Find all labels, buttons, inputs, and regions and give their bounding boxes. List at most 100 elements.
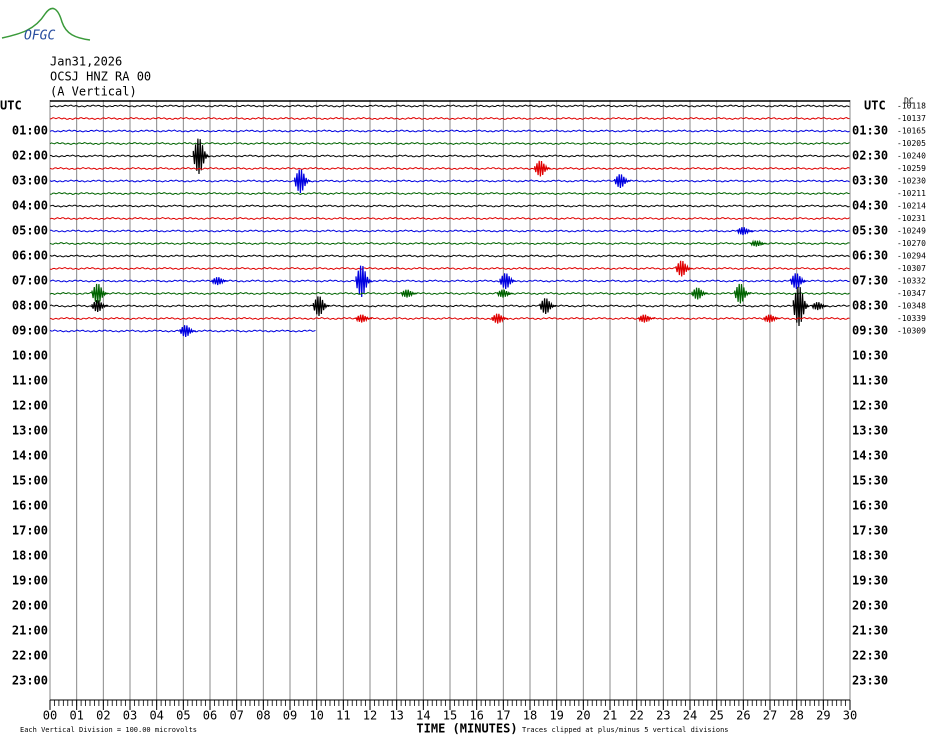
event [539, 298, 557, 315]
left-hour-label: 12:00 [12, 399, 48, 413]
left-top-label: UTC [0, 99, 22, 113]
logo-curve [1, 7, 91, 41]
trace [49, 141, 850, 146]
left-hour-label: 13:00 [12, 424, 48, 438]
left-hour-label: 14:00 [12, 449, 48, 463]
trace [49, 216, 850, 221]
right-hour-label: 21:30 [852, 624, 888, 638]
x-tick-label: 26 [736, 709, 750, 723]
left-hour-label: 10:00 [12, 349, 48, 363]
x-tick-label: 24 [683, 709, 697, 723]
trace-offset: -10230 [897, 177, 926, 186]
left-hour-label: 07:00 [12, 274, 48, 288]
right-hour-label: 20:30 [852, 599, 888, 613]
x-tick-label: 08 [256, 709, 270, 723]
trace [49, 204, 850, 208]
event [294, 169, 311, 194]
event [811, 302, 829, 311]
x-tick-label: 18 [523, 709, 537, 723]
x-tick-label: 28 [789, 709, 803, 723]
right-hour-label: 19:30 [852, 574, 888, 588]
right-hour-label: 07:30 [852, 274, 888, 288]
right-hour-label: 23:30 [852, 674, 888, 688]
x-tick-label: 04 [149, 709, 163, 723]
right-hour-label: 16:30 [852, 499, 888, 513]
event [400, 289, 418, 298]
x-tick-label: 11 [336, 709, 350, 723]
trace-offset: -10347 [897, 289, 926, 298]
left-hour-label: 21:00 [12, 624, 48, 638]
event [312, 296, 330, 317]
event [491, 313, 509, 324]
left-hour-label: 08:00 [12, 299, 48, 313]
right-hour-label: 18:30 [852, 549, 888, 563]
trace-offset: -10259 [897, 164, 926, 173]
x-tick-label: 20 [576, 709, 590, 723]
event [734, 283, 751, 304]
trace [49, 291, 850, 296]
x-tick-label: 12 [363, 709, 377, 723]
x-tick-label: 10 [309, 709, 323, 723]
left-hour-label: 15:00 [12, 474, 48, 488]
x-tick-label: 09 [283, 709, 297, 723]
event [496, 289, 514, 298]
trace [49, 316, 850, 321]
right-hour-label: 14:30 [852, 449, 888, 463]
trace-offset: -10231 [897, 214, 926, 223]
event [614, 174, 631, 189]
logo: OFGC [1, 7, 91, 44]
x-tick-label: 13 [389, 709, 403, 723]
x-tick-label: 23 [656, 709, 670, 723]
right-hour-label: 13:30 [852, 424, 888, 438]
trace-offset: -10332 [897, 277, 926, 286]
trace [49, 166, 850, 171]
right-hour-label: 09:30 [852, 324, 888, 338]
trace-offset: -10214 [897, 202, 926, 211]
event [790, 273, 807, 290]
right-hour-label: 02:30 [852, 149, 888, 163]
trace-offset: -10270 [897, 239, 926, 248]
event [792, 286, 810, 327]
trace-offset: -10240 [897, 152, 926, 161]
event [192, 138, 210, 175]
event [499, 273, 517, 290]
left-hour-label: 18:00 [12, 549, 48, 563]
x-tick-label: 03 [123, 709, 137, 723]
event [736, 227, 754, 236]
x-axis-title: TIME (MINUTES) [416, 722, 517, 736]
x-tick-label: 06 [203, 709, 217, 723]
date: Jan31,2026 [50, 55, 122, 69]
left-hour-label: 16:00 [12, 499, 48, 513]
trace-offset: -10348 [897, 302, 926, 311]
left-hour-label: 20:00 [12, 599, 48, 613]
right-hour-label: 22:30 [852, 649, 888, 663]
trace [49, 279, 850, 283]
x-tick-label: 15 [443, 709, 457, 723]
event [91, 283, 109, 304]
right-hour-label: 03:30 [852, 174, 888, 188]
left-hour-label: 09:00 [12, 324, 48, 338]
right-hour-label: 08:30 [852, 299, 888, 313]
trace [49, 241, 850, 246]
left-hour-label: 03:00 [12, 174, 48, 188]
logo-text: OFGC [24, 29, 55, 44]
x-tick-label: 22 [629, 709, 643, 723]
trace-offset: -10307 [897, 264, 926, 273]
event [691, 287, 709, 300]
dc-label: DC [904, 97, 914, 106]
trace-offset: -10205 [897, 139, 926, 148]
event [763, 314, 781, 323]
trace-offset: -10339 [897, 314, 926, 323]
trace [49, 129, 850, 133]
right-hour-label: 06:30 [852, 249, 888, 263]
left-hour-label: 22:00 [12, 649, 48, 663]
note-left: Each Vertical Division = 100.00 microvol… [20, 726, 197, 734]
trace [49, 304, 850, 308]
left-hour-label: 23:00 [12, 674, 48, 688]
left-hour-label: 19:00 [12, 574, 48, 588]
x-tick-label: 30 [843, 709, 857, 723]
trace [49, 154, 850, 158]
event [355, 314, 373, 323]
x-tick-label: 00 [43, 709, 57, 723]
x-tick-label: 16 [469, 709, 483, 723]
